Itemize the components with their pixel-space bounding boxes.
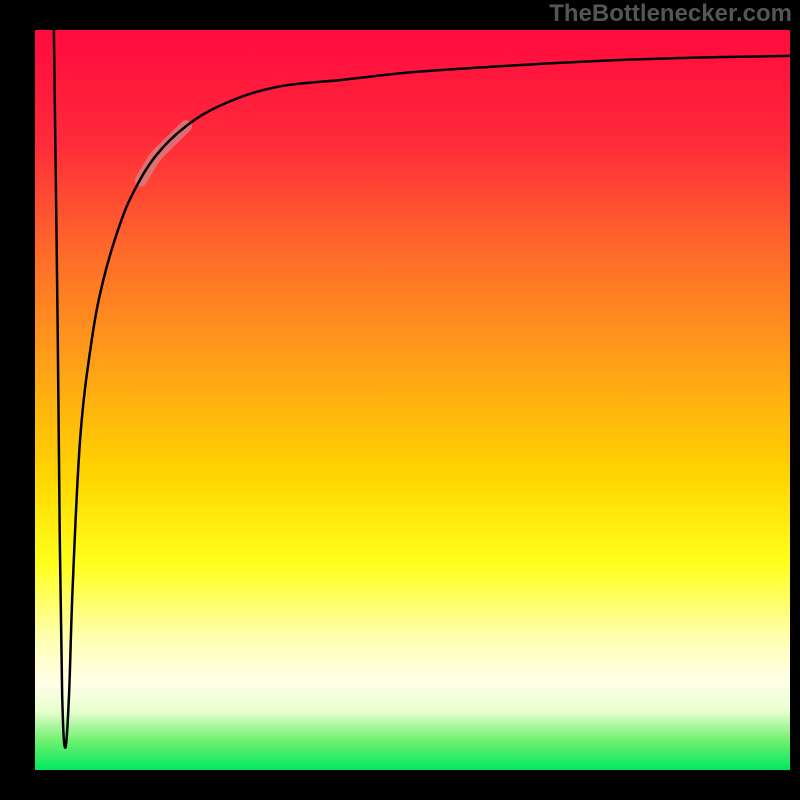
plot-background	[35, 30, 790, 770]
chart-container: TheBottlenecker.com	[0, 0, 800, 800]
bottleneck-chart	[0, 0, 800, 800]
